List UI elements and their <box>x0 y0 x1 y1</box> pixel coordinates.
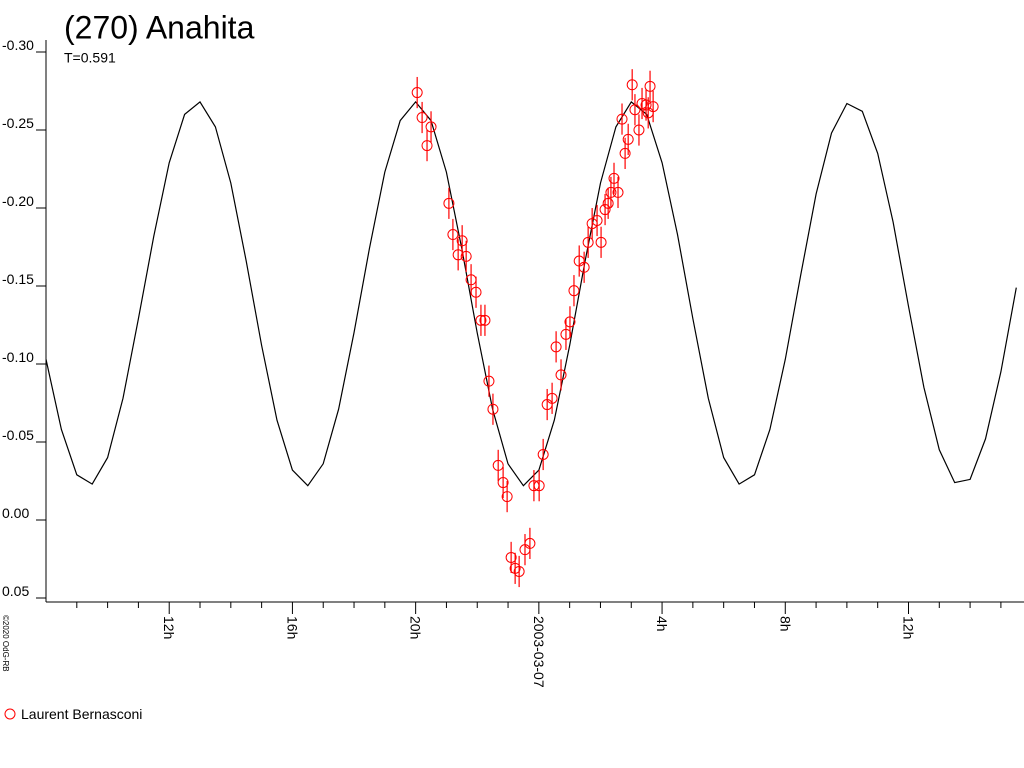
data-point <box>425 121 437 133</box>
data-point <box>578 261 590 273</box>
data-point <box>475 314 487 326</box>
x-tick-label: 4h <box>654 616 670 632</box>
data-point <box>619 147 631 159</box>
data-point <box>416 112 428 124</box>
legend-label: Laurent Bernasconi <box>21 706 142 722</box>
data-point <box>599 204 611 216</box>
fit-curve <box>46 100 1017 487</box>
data-point <box>560 328 572 340</box>
data-point <box>492 459 504 471</box>
data-point <box>487 403 499 415</box>
credit: ©2020 OdG-RB <box>1 615 10 672</box>
data-point <box>605 186 617 198</box>
data-point <box>505 551 517 563</box>
x-tick-label: 12h <box>900 616 916 639</box>
y-tick-label: -0.20 <box>2 193 34 209</box>
data-point <box>460 250 472 262</box>
data-point <box>564 316 576 328</box>
data-point <box>626 79 638 91</box>
data-point <box>513 565 525 577</box>
data-point <box>537 448 549 460</box>
legend-marker <box>4 708 16 720</box>
y-tick-label: 0.05 <box>2 583 29 599</box>
data-point <box>497 477 509 489</box>
y-tick-label: -0.30 <box>2 37 34 53</box>
data-point <box>470 286 482 298</box>
data-point <box>629 104 641 116</box>
y-tick-label: -0.05 <box>2 427 34 443</box>
data-point <box>443 197 455 209</box>
data-point <box>602 197 614 209</box>
data-point <box>501 491 513 503</box>
data-point <box>555 369 567 381</box>
data-point <box>622 133 634 145</box>
data-point <box>524 537 536 549</box>
x-tick-label: 20h <box>408 616 424 639</box>
data-point <box>479 314 491 326</box>
data-point <box>568 285 580 297</box>
x-tick-label: 8h <box>777 616 793 632</box>
x-tick-label: 12h <box>161 616 177 639</box>
data-point <box>456 235 468 247</box>
data-point <box>533 480 545 492</box>
data-point <box>608 172 620 184</box>
data-point <box>546 392 558 404</box>
data-point <box>644 80 656 92</box>
data-point <box>633 124 645 136</box>
y-tick-label: -0.25 <box>2 115 34 131</box>
data-point <box>509 562 521 574</box>
chart-subtitle: T=0.591 <box>64 50 116 66</box>
y-tick-label: -0.10 <box>2 349 34 365</box>
data-point <box>447 229 459 241</box>
data-point <box>647 101 659 113</box>
data-point <box>421 140 433 152</box>
data-point <box>411 87 423 99</box>
data-point <box>452 249 464 261</box>
data-point <box>550 341 562 353</box>
x-tick-label: 2003-03-07 <box>531 616 547 688</box>
y-tick-label: 0.00 <box>2 505 29 521</box>
data-point <box>582 236 594 248</box>
data-point <box>483 375 495 387</box>
data-point <box>595 236 607 248</box>
data-point <box>612 186 624 198</box>
data-point <box>591 214 603 226</box>
x-tick-label: 16h <box>284 616 300 639</box>
chart-title: (270) Anahita <box>64 9 255 45</box>
data-point <box>640 99 652 111</box>
data-point <box>616 113 628 125</box>
y-tick-label: -0.15 <box>2 271 34 287</box>
plot-area <box>46 69 1017 588</box>
